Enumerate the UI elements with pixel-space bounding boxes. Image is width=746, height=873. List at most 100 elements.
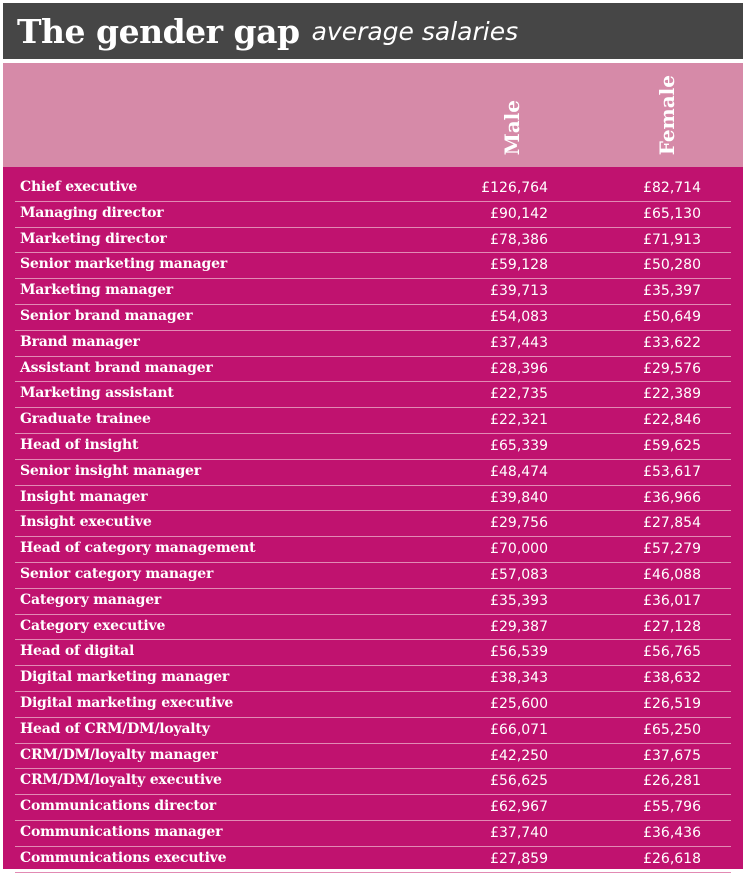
row-label: Digital marketing executive: [20, 695, 234, 711]
row-label: Marketing manager: [20, 282, 173, 299]
row-label: Communications manager: [20, 824, 223, 840]
row-label: Head of digital: [20, 643, 135, 660]
male-salary-value: £59,128: [490, 257, 548, 274]
row-separator: [15, 690, 731, 692]
female-salary-value: £36,436: [643, 825, 701, 841]
row-label: Assistant brand manager: [20, 359, 213, 376]
female-salary-value: £29,576: [643, 360, 701, 377]
row-separator: [15, 278, 731, 280]
male-salary-value: £27,859: [490, 850, 548, 867]
table-row: Brand manager £37,443 £33,622: [3, 331, 743, 357]
female-salary-value: £26,618: [643, 850, 701, 867]
row-label: Insight manager: [20, 488, 148, 505]
table-row: Communications manager £37,740 £36,436: [3, 821, 743, 847]
female-salary-value: £46,088: [643, 567, 701, 583]
row-label: Head of category management: [20, 540, 256, 557]
row-label: CRM/DM/loyalty manager: [20, 746, 218, 763]
salary-table-graphic: The gender gap average salaries Male Fem…: [3, 3, 743, 873]
row-label: CRM/DM/loyalty executive: [20, 772, 222, 789]
row-label: Insight executive: [20, 514, 152, 531]
row-separator: [15, 484, 731, 486]
row-separator: [15, 381, 731, 383]
female-salary-value: £36,017: [643, 592, 701, 609]
row-label: Chief executive: [20, 179, 138, 195]
female-salary-value: £33,622: [643, 334, 701, 351]
female-salary-value: £26,281: [643, 773, 701, 790]
female-salary-value: £53,617: [643, 463, 701, 480]
female-salary-value: £59,625: [643, 438, 701, 454]
table-row: Senior category manager £57,083 £46,088: [3, 563, 743, 589]
table-row: Chief executive £126,764 £82,714: [3, 176, 743, 202]
row-separator: [15, 458, 731, 460]
female-salary-value: £57,279: [643, 541, 701, 558]
table-row: Marketing director £78,386 £71,913: [3, 228, 743, 254]
table-row: Head of category management £70,000 £57,27…: [3, 537, 743, 563]
table-row: Digital marketing manager £38,343 £38,632: [3, 666, 743, 692]
female-salary-value: £35,397: [643, 283, 701, 300]
male-salary-value: £54,083: [490, 309, 548, 325]
female-salary-value: £27,128: [643, 618, 701, 635]
table-row: Category executive £29,387 £27,128: [3, 615, 743, 641]
row-separator: [15, 561, 731, 563]
male-salary-value: £25,600: [490, 696, 548, 712]
row-separator: [15, 845, 731, 847]
male-salary-value: £56,539: [490, 644, 548, 661]
table-row: Insight manager £39,840 £36,966: [3, 486, 743, 512]
male-salary-value: £35,393: [490, 592, 548, 609]
row-separator: [15, 742, 731, 744]
row-separator: [15, 407, 731, 409]
row-label: Category executive: [20, 617, 166, 634]
table-row: Insight executive £29,756 £27,854: [3, 511, 743, 538]
female-salary-value: £55,796: [643, 799, 701, 816]
row-separator: [15, 303, 731, 305]
table-row: Managing director £90,142 £65,130: [3, 202, 743, 228]
male-salary-value: £70,000: [490, 541, 548, 558]
male-salary-value: £90,142: [490, 205, 548, 222]
column-header-band: Male Female: [3, 63, 743, 167]
row-label: Senior brand manager: [20, 308, 193, 324]
male-salary-value: £38,343: [490, 670, 548, 687]
table-row: Assistant brand manager £28,396 £29,576: [3, 357, 743, 383]
male-salary-value: £37,740: [490, 825, 548, 841]
row-label: Marketing assistant: [20, 385, 174, 402]
row-label: Head of insight: [20, 437, 139, 453]
male-salary-value: £57,083: [490, 567, 548, 583]
male-salary-value: £48,474: [490, 463, 548, 480]
row-separator: [15, 329, 731, 331]
male-salary-value: £65,339: [490, 438, 548, 454]
male-salary-value: £37,443: [490, 334, 548, 351]
row-separator: [15, 819, 731, 821]
table-row: CRM/DM/loyalty executive £56,625 £26,281: [3, 769, 743, 796]
table-row: Head of insight £65,339 £59,625: [3, 434, 743, 460]
male-salary-value: £39,840: [490, 489, 548, 506]
column-header-female: Female: [655, 74, 679, 155]
row-separator: [15, 587, 731, 589]
row-separator: [15, 200, 731, 202]
table-row: Category manager £35,393 £36,017: [3, 589, 743, 615]
table-row: Marketing manager £39,713 £35,397: [3, 279, 743, 305]
row-label: Senior marketing manager: [20, 256, 228, 273]
row-label: Marketing director: [20, 230, 167, 247]
table-row: Senior brand manager £54,083 £50,649: [3, 305, 743, 331]
table-row: Head of digital £56,539 £56,765: [3, 640, 743, 667]
row-separator: [15, 665, 731, 667]
female-salary-value: £71,913: [643, 231, 701, 248]
row-label: Managing director: [20, 204, 164, 221]
table-row: Senior insight manager £48,474 £53,617: [3, 460, 743, 486]
row-label: Senior insight manager: [20, 462, 201, 479]
row-separator: [15, 794, 731, 796]
row-separator: [15, 510, 731, 512]
row-label: Brand manager: [20, 333, 140, 350]
female-salary-value: £56,765: [643, 644, 701, 661]
female-salary-value: £38,632: [643, 670, 701, 687]
table-row: Head of CRM/DM/loyalty £66,071 £65,250: [3, 718, 743, 744]
row-separator: [15, 252, 731, 254]
female-salary-value: £82,714: [643, 180, 701, 196]
female-salary-value: £37,675: [643, 747, 701, 764]
table-row: Communications director £62,967 £55,796: [3, 795, 743, 821]
male-salary-value: £78,386: [490, 231, 548, 248]
male-salary-value: £62,967: [490, 799, 548, 816]
row-separator: [15, 716, 731, 718]
female-salary-value: £65,130: [643, 205, 701, 222]
row-separator: [15, 613, 731, 615]
